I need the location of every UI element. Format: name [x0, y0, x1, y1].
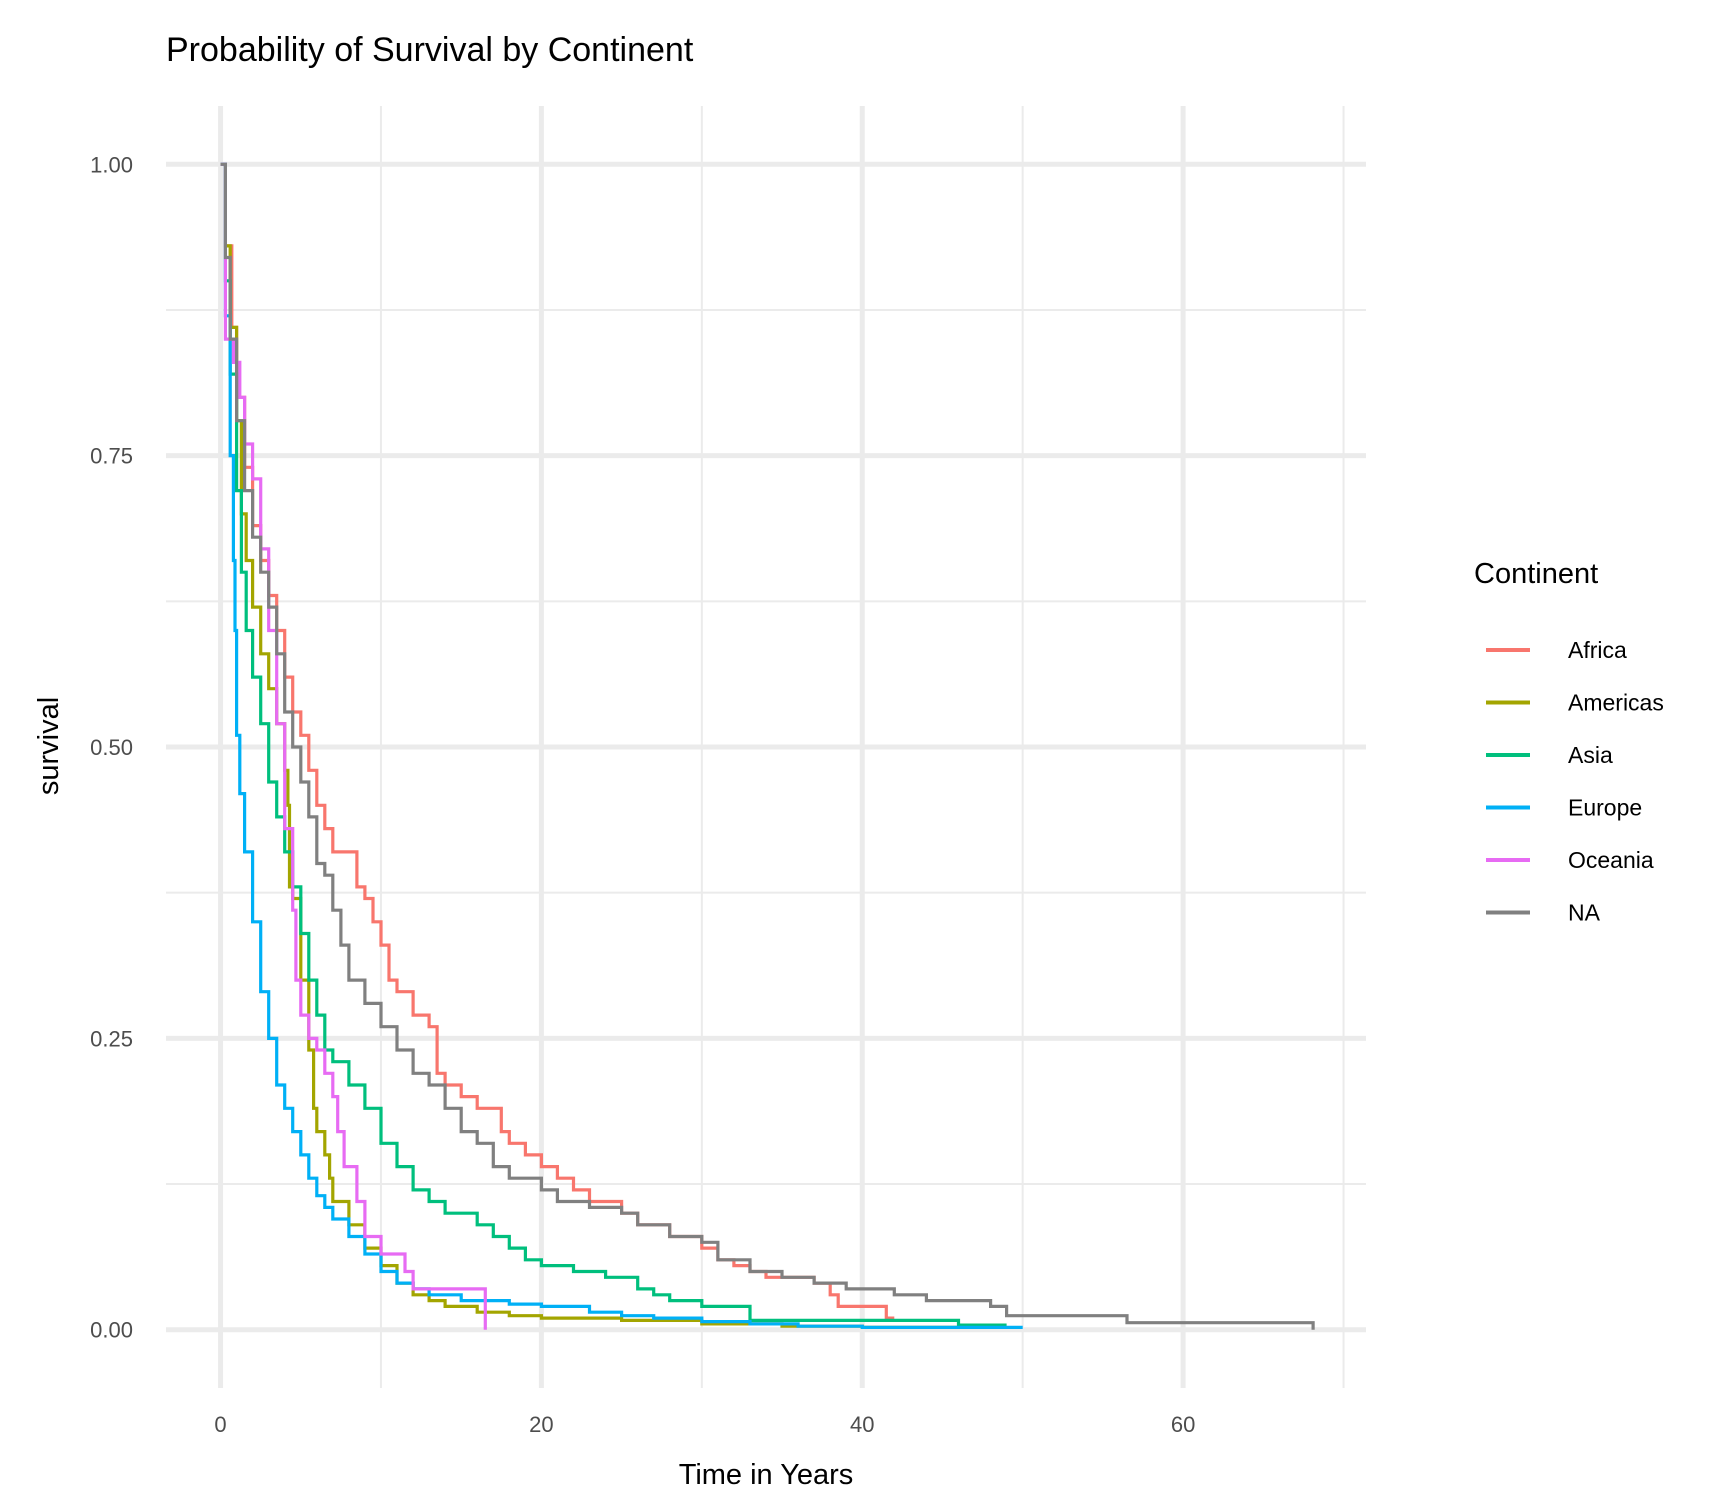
legend: Continent Africa Americas Asia Europe Oceani… [1474, 558, 1664, 926]
legend-items: Africa Americas Asia Europe Oceania NA [1486, 637, 1664, 926]
x-tick-label: 40 [850, 1412, 874, 1437]
series-line-oceania [220, 162, 487, 1330]
y-tick-label: 1.00 [90, 152, 133, 177]
y-axis-ticks: 0.00 0.25 0.50 0.75 1.00 [90, 152, 133, 1342]
legend-label-americas: Americas [1568, 690, 1664, 716]
legend-label-africa: Africa [1568, 637, 1627, 663]
y-tick-label: 0.00 [90, 1318, 133, 1343]
series-line-americas [220, 162, 1007, 1329]
series-lines [220, 162, 1315, 1330]
y-tick-label: 0.50 [90, 735, 133, 760]
y-tick-label: 0.75 [90, 444, 133, 469]
y-tick-label: 0.25 [90, 1026, 133, 1051]
legend-label-oceania: Oceania [1568, 847, 1654, 873]
chart-title: Probability of Survival by Continent [166, 31, 694, 69]
series-line-na [220, 162, 1315, 1330]
x-tick-label: 0 [214, 1412, 226, 1437]
x-tick-label: 60 [1171, 1412, 1195, 1437]
series-line-asia [220, 162, 1007, 1327]
series-line-europe [220, 162, 1023, 1329]
x-axis-ticks: 0 20 40 60 [214, 1412, 1195, 1437]
major-gridlines [166, 106, 1366, 1388]
legend-label-europe: Europe [1568, 795, 1642, 821]
legend-label-na: NA [1568, 900, 1601, 926]
x-axis-title: Time in Years [679, 1459, 854, 1491]
legend-label-asia: Asia [1568, 742, 1613, 768]
x-tick-label: 20 [529, 1412, 553, 1437]
y-axis-title: survival [33, 697, 65, 795]
legend-title: Continent [1474, 558, 1598, 590]
